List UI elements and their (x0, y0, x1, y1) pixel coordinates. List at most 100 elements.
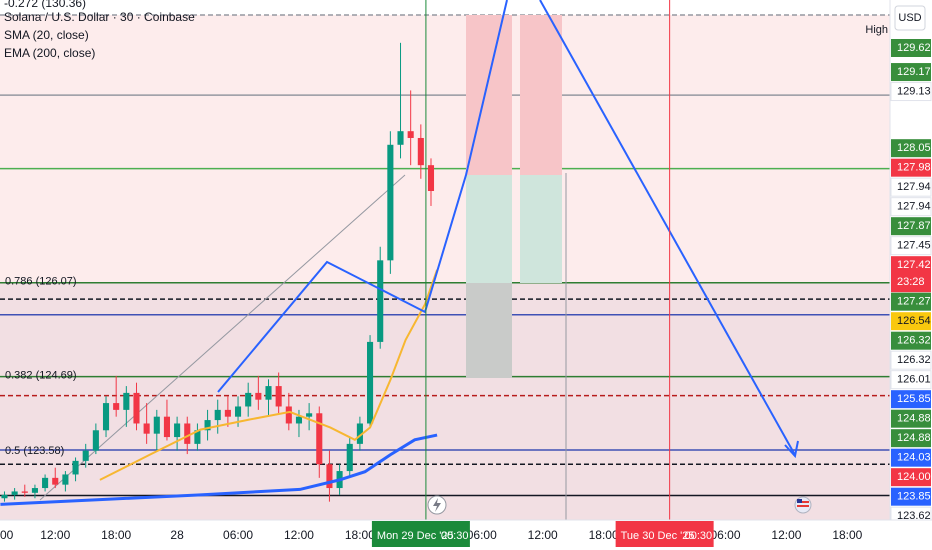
x-tick-label: 18:00 (345, 528, 375, 542)
flag-canton (797, 499, 802, 503)
price-tag-label: 127.94 (897, 181, 931, 193)
candle-body (184, 423, 191, 444)
candle-body (21, 491, 28, 493)
candle-body (11, 491, 18, 495)
trend-line (39, 174, 406, 501)
candle-body (245, 392, 252, 407)
top-note: -0.272 (130.36) (4, 0, 86, 10)
candle-body (346, 443, 353, 472)
position-risk (466, 15, 512, 175)
x-tick-label: 12:00 (40, 528, 70, 542)
x-marker-label: Mon 29 Dec '25 (377, 530, 454, 542)
candle-body (214, 409, 221, 421)
price-tag-label: 124.88 (897, 413, 931, 425)
x-marker-label: Tue 30 Dec '25 (621, 530, 695, 542)
candle-body (102, 403, 110, 431)
candle-body (174, 423, 181, 438)
currency-button[interactable] (894, 5, 926, 31)
candle-body (1, 494, 8, 499)
price-tag (891, 39, 931, 57)
fib-label: 0.786 (126.07) (5, 276, 77, 288)
indicator-line (99, 269, 439, 481)
candle-body (204, 420, 211, 431)
candle-body (316, 413, 323, 465)
pattern-drawing (217, 0, 508, 393)
candle-body (356, 423, 363, 444)
x-marker-time: 00:30 (441, 530, 469, 542)
x-tick-label: 12:00 (528, 528, 558, 542)
price-tag-label: 125.85 (897, 393, 931, 405)
candle-body (92, 430, 99, 451)
price-tag-label: 127.94 (897, 201, 931, 213)
price-tag (890, 177, 932, 197)
price-tag-label: 124.00 (897, 471, 931, 483)
x-tick-label: 12:00 (771, 528, 801, 542)
x-tick-label: 28 (170, 528, 184, 542)
price-tag (891, 429, 931, 448)
fib-label: 0.382 (124.69) (5, 369, 77, 381)
x-tick-label: 06:00 (710, 528, 740, 542)
candle-body (31, 488, 38, 493)
price-tag-label: 126.01 (897, 374, 931, 386)
price-tag-label: 123.62 (897, 510, 931, 522)
price-tag-label: 127.42 (897, 259, 931, 271)
price-tag (890, 350, 932, 370)
candle-body (72, 460, 79, 475)
candle-body (265, 386, 272, 400)
zone-lower (0, 283, 890, 520)
x-tick-label: 12:00 (284, 528, 314, 542)
price-tag-label: 129.62 (897, 42, 931, 54)
high-label: High (865, 24, 888, 36)
price-tag-countdown: 23:28 (897, 276, 925, 288)
candle-body (133, 392, 140, 424)
price-tag (890, 370, 932, 390)
x-tick-label: 06:00 (223, 528, 253, 542)
candle-body (82, 450, 89, 461)
price-tag-label: 124.03 (897, 452, 931, 464)
candle-body (52, 477, 59, 485)
price-tag (891, 409, 931, 428)
lightning-icon (433, 498, 441, 512)
candle-body (255, 392, 262, 400)
candle-body (194, 430, 201, 444)
candle-body (42, 477, 49, 489)
x-tick-label: 18:00 (101, 528, 131, 542)
flag-stripe (797, 505, 809, 507)
x-marker-tag (615, 521, 714, 547)
price-tag (891, 63, 931, 82)
x-marker-tag (371, 521, 470, 547)
price-tag-label: 129.17 (897, 66, 931, 78)
candle-body (377, 260, 384, 342)
price-tag (891, 158, 931, 177)
price-tag (891, 312, 931, 331)
price-tag-label: 126.54 (897, 315, 931, 327)
candle-body (143, 423, 150, 434)
x-tick-label: 18:00 (832, 528, 862, 542)
candle-body (153, 416, 160, 434)
flag-stripe (797, 501, 809, 503)
candle-body (234, 406, 242, 417)
candle-body (427, 165, 435, 192)
candle-body (367, 341, 374, 424)
price-tag-label: 127.27 (897, 296, 931, 308)
x-tick-label: 06:00 (467, 528, 497, 542)
price-tag (891, 217, 931, 236)
candle-body (295, 416, 303, 424)
price-tag (890, 236, 932, 256)
candle-body (163, 416, 170, 438)
price-tag (891, 139, 931, 158)
candle-body (306, 413, 313, 417)
candle-body (224, 409, 231, 417)
currency: USD (898, 12, 921, 24)
price-tag-label: 124.88 (897, 432, 931, 444)
position-risk (520, 15, 562, 175)
position-reward (520, 175, 562, 283)
price-tag (890, 82, 932, 102)
position-reward (466, 283, 512, 378)
legend-entry: EMA (200, close) (4, 46, 95, 60)
price-tag-label: 127.98 (897, 162, 931, 174)
price-tag-label: 128.05 (897, 142, 931, 154)
price-tag-label: 129.13 (897, 85, 931, 97)
price-tag (891, 292, 931, 311)
